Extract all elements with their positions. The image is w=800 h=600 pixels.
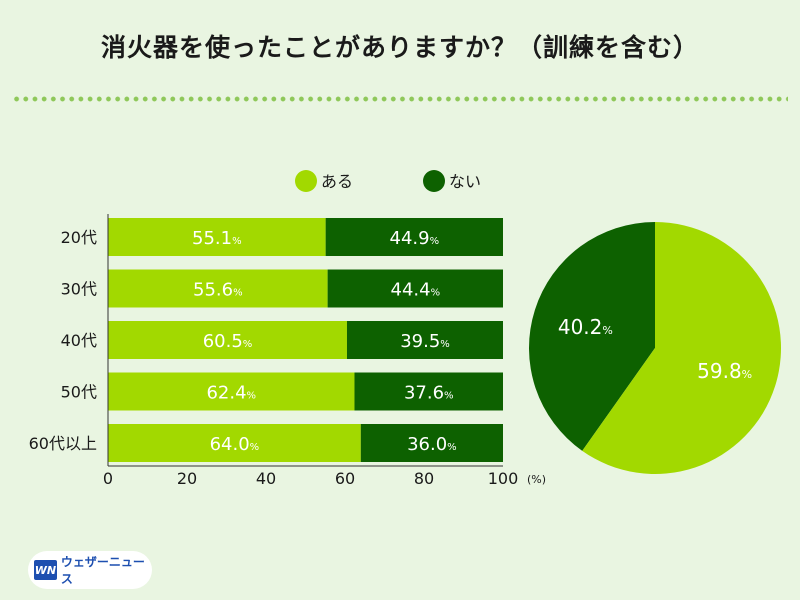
legend-swatch-aru <box>295 170 317 192</box>
category-label-1: 30代 <box>61 280 97 299</box>
bar-nai-label-0: 44.9% <box>390 228 440 249</box>
bar-nai-3 <box>354 372 503 411</box>
weathernews-logo: WN ウェザーニュース <box>28 551 152 589</box>
category-label-3: 50代 <box>61 383 97 402</box>
chart-title: 消火器を使ったことがありますか？（訓練を含む） <box>100 33 699 62</box>
x-tick-label-0: 0 <box>103 469 113 488</box>
dotted-divider <box>12 96 788 102</box>
bar-aru-2 <box>108 321 347 359</box>
x-tick-label-4: 80 <box>414 469 434 488</box>
category-label-2: 40代 <box>61 331 97 350</box>
bar-aru-label-0: 55.1% <box>192 228 242 249</box>
bar-aru-4 <box>108 424 361 462</box>
pie-slice-aru <box>582 222 781 474</box>
logo-mark: WN <box>34 560 57 580</box>
legend-label-nai: ない <box>449 172 481 191</box>
bar-aru-0 <box>108 218 326 256</box>
x-tick-label-3: 60 <box>335 469 355 488</box>
bar-aru-3 <box>108 372 355 411</box>
category-label-4: 60代以上 <box>29 434 97 453</box>
x-axis-unit: (%) <box>527 473 546 486</box>
pie-slice-nai <box>529 222 655 451</box>
category-label-0: 20代 <box>61 228 97 247</box>
bar-nai-4 <box>360 424 503 462</box>
bar-aru-label-1: 55.6% <box>193 280 243 301</box>
logo-text: ウェザーニュース <box>60 555 145 586</box>
bar-aru-1 <box>108 269 328 308</box>
x-tick-label-5: 100 <box>488 469 519 488</box>
x-tick-label-1: 20 <box>177 469 197 488</box>
bar-aru-label-3: 62.4% <box>206 383 256 404</box>
bar-aru-label-4: 64.0% <box>210 434 260 455</box>
bar-nai-1 <box>327 269 503 308</box>
legend-label-aru: ある <box>321 172 353 191</box>
bar-nai-0 <box>325 218 503 256</box>
bar-nai-label-2: 39.5% <box>400 331 450 352</box>
legend-swatch-nai <box>423 170 445 192</box>
bar-nai-2 <box>346 321 503 359</box>
x-tick-label-2: 40 <box>256 469 276 488</box>
bar-nai-label-4: 36.0% <box>407 434 457 455</box>
bar-aru-label-2: 60.5% <box>203 331 253 352</box>
bar-nai-label-3: 37.6% <box>404 383 454 404</box>
bar-nai-label-1: 44.4% <box>391 280 441 301</box>
